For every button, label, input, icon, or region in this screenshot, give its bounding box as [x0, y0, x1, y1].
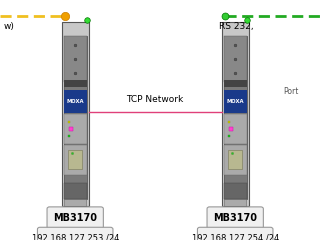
Bar [224, 199, 246, 206]
FancyBboxPatch shape [47, 207, 103, 229]
Text: MOXA: MOXA [226, 99, 244, 104]
Bar [224, 183, 247, 199]
Bar [64, 199, 86, 206]
Bar [64, 90, 87, 113]
Bar [224, 114, 247, 144]
Bar [224, 36, 247, 82]
Bar [64, 183, 87, 199]
Bar [64, 80, 87, 87]
Text: MB3170: MB3170 [213, 213, 257, 223]
Bar [64, 145, 87, 175]
Text: TCP Network: TCP Network [127, 95, 184, 104]
Text: MB3170: MB3170 [53, 213, 97, 223]
Bar [64, 36, 87, 199]
Bar [61, 22, 89, 206]
Text: MOXA: MOXA [66, 99, 84, 104]
FancyBboxPatch shape [197, 227, 273, 240]
Text: w): w) [3, 22, 14, 31]
Bar [224, 145, 247, 175]
Bar [224, 36, 247, 199]
Text: 192.168.127.254 /24: 192.168.127.254 /24 [192, 233, 279, 240]
Text: Port: Port [283, 87, 299, 96]
Bar [224, 80, 247, 87]
FancyBboxPatch shape [37, 227, 113, 240]
Bar [64, 36, 87, 82]
Bar [224, 90, 247, 113]
Bar [68, 150, 82, 169]
Bar [221, 22, 249, 206]
Text: RS 232,: RS 232, [219, 22, 254, 31]
FancyBboxPatch shape [207, 207, 263, 229]
Text: 192.168.127.253 /24: 192.168.127.253 /24 [31, 233, 119, 240]
Bar [64, 114, 87, 144]
Bar [228, 150, 242, 169]
